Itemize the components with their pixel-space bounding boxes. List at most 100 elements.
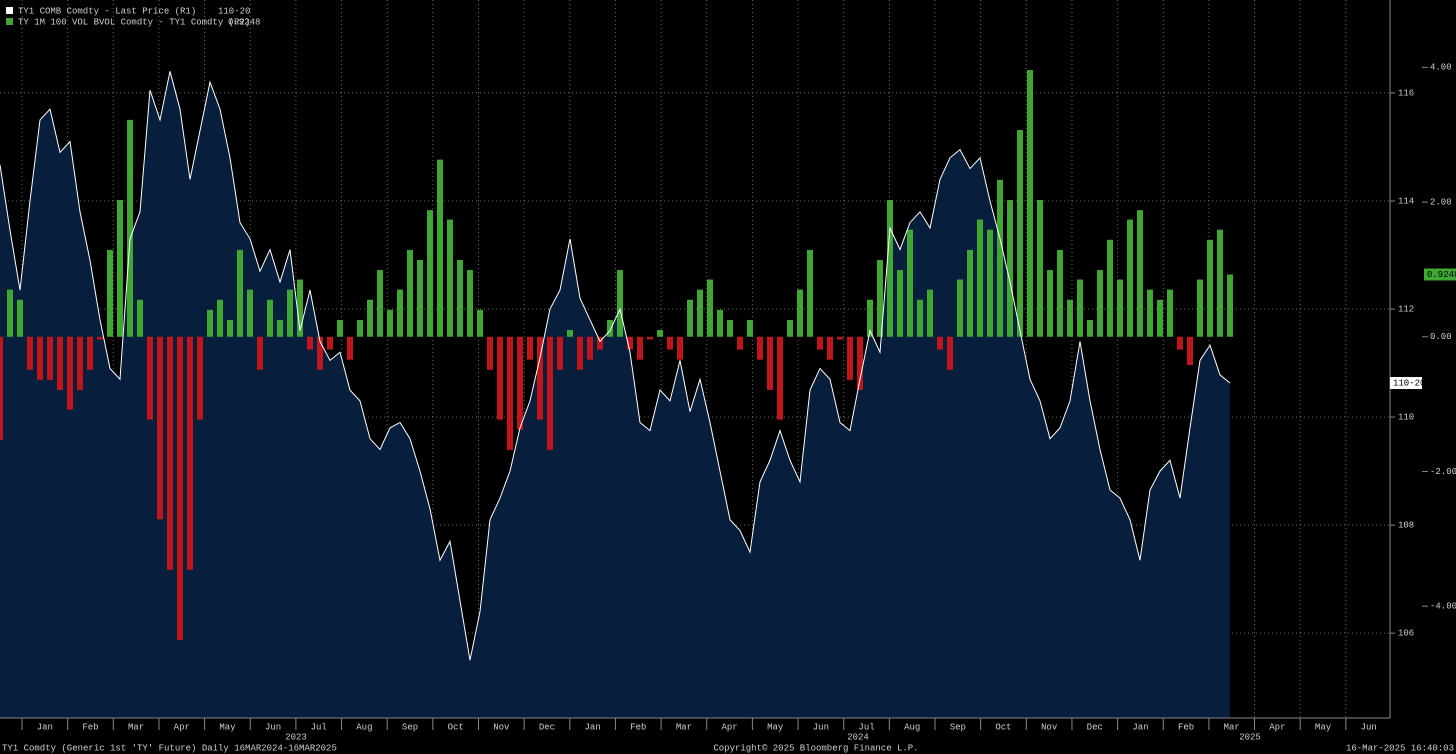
bar xyxy=(1117,279,1123,337)
x-tick-label: Mar xyxy=(676,722,692,732)
legend-swatch xyxy=(6,18,13,25)
bar xyxy=(777,336,783,420)
bar xyxy=(667,336,673,350)
y-tick-label: 116 xyxy=(1398,88,1414,98)
x-tick-label: Apr xyxy=(721,722,737,732)
bar xyxy=(597,336,603,350)
bar xyxy=(377,270,383,337)
bar xyxy=(37,336,43,380)
bar xyxy=(717,309,723,337)
bar xyxy=(707,279,713,337)
bar xyxy=(1087,319,1093,337)
bar xyxy=(0,336,3,440)
legend-value: 0.9248 xyxy=(228,17,260,27)
y-tick-label: 110 xyxy=(1398,412,1414,422)
bar xyxy=(417,259,423,337)
bar xyxy=(407,249,413,337)
bar xyxy=(1017,129,1023,337)
bar xyxy=(367,299,373,337)
bar xyxy=(477,309,483,337)
bar xyxy=(67,336,73,410)
bar xyxy=(657,330,663,337)
x-tick-label: Sep xyxy=(402,722,418,732)
bar xyxy=(1157,299,1163,337)
bar xyxy=(297,279,303,337)
x-tick-label: Apr xyxy=(1269,722,1285,732)
bar xyxy=(587,336,593,360)
bar xyxy=(17,299,23,337)
bar xyxy=(107,249,113,337)
bar xyxy=(547,336,553,450)
bar xyxy=(857,336,863,390)
bar xyxy=(167,336,173,570)
last-price-tag xyxy=(1390,377,1422,390)
bar xyxy=(807,249,813,337)
bar xyxy=(1187,336,1193,366)
bar xyxy=(87,336,93,370)
bar xyxy=(397,289,403,337)
bar xyxy=(757,336,763,360)
legend-label: TY1 COMB Comdty - Last Price (R1) xyxy=(18,6,196,16)
last-price-tag-label: 110-20 xyxy=(1393,378,1425,388)
bar xyxy=(977,219,983,337)
bar xyxy=(277,319,283,337)
bar xyxy=(217,299,223,337)
bar xyxy=(1147,289,1153,337)
bar xyxy=(47,336,53,380)
x-tick-label: Apr xyxy=(174,722,190,732)
bar xyxy=(1077,279,1083,337)
bar xyxy=(787,319,793,337)
x-tick-label: Feb xyxy=(630,722,646,732)
bar xyxy=(767,336,773,390)
bar xyxy=(887,200,893,337)
bar xyxy=(447,219,453,337)
bar xyxy=(77,336,83,390)
bar xyxy=(1177,336,1183,350)
legend-label: TY 1M 100 VOL BVOL Comdty - TY1 Comdty (… xyxy=(18,17,250,27)
bar xyxy=(267,299,273,337)
x-year-label: 2025 xyxy=(1239,732,1261,742)
y-tick-label: 112 xyxy=(1398,304,1414,314)
bar xyxy=(1107,239,1113,337)
bar xyxy=(247,289,253,337)
bar xyxy=(147,336,153,420)
last-value-tag-label: 0.9248 xyxy=(1427,270,1456,280)
bar xyxy=(507,336,513,450)
x-tick-label: May xyxy=(1315,722,1332,732)
bar xyxy=(177,336,183,640)
bar xyxy=(677,336,683,360)
bar xyxy=(527,336,533,360)
bar xyxy=(197,336,203,420)
bar xyxy=(577,336,583,370)
bar xyxy=(127,119,133,337)
bar xyxy=(237,249,243,337)
bar xyxy=(307,336,313,350)
bar xyxy=(1207,239,1213,337)
x-tick-label: Nov xyxy=(493,722,510,732)
bar xyxy=(617,270,623,337)
legend-swatch xyxy=(6,7,13,14)
x-tick-label: Dec xyxy=(1087,722,1103,732)
x-tick-label: Sep xyxy=(950,722,966,732)
x-tick-label: Jan xyxy=(37,722,53,732)
x-tick-label: Feb xyxy=(1178,722,1194,732)
price-area xyxy=(0,71,1230,718)
bar xyxy=(727,319,733,337)
x-tick-label: May xyxy=(767,722,784,732)
bar xyxy=(487,336,493,370)
bar xyxy=(1067,299,1073,337)
legend-value: 110-20 xyxy=(218,6,250,16)
bar xyxy=(7,289,13,337)
bar xyxy=(747,319,753,337)
bar xyxy=(337,319,343,337)
x-tick-label: Mar xyxy=(128,722,144,732)
last-value-tag xyxy=(1424,268,1456,281)
x-year-label: 2024 xyxy=(847,732,869,742)
bar xyxy=(737,336,743,350)
x-tick-label: Jan xyxy=(1132,722,1148,732)
x-tick-label: Jul xyxy=(311,722,327,732)
x-tick-label: Aug xyxy=(356,722,372,732)
bar xyxy=(27,336,33,370)
bar xyxy=(1167,289,1173,337)
